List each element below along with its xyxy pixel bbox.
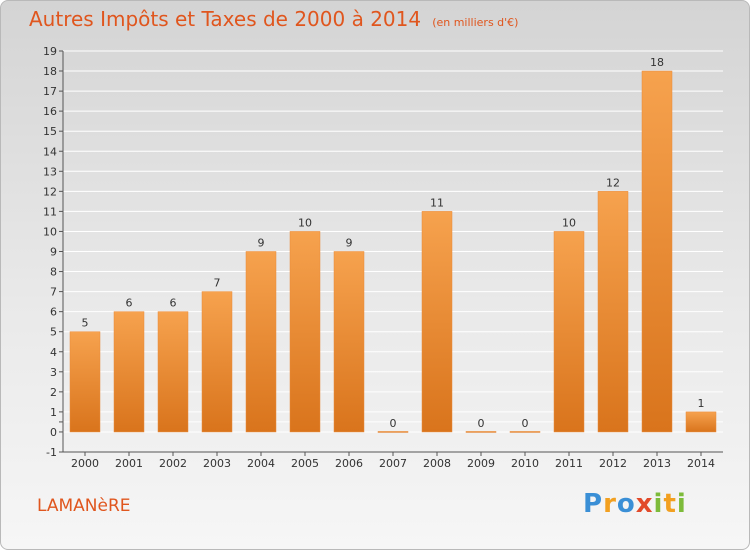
x-tick-label: 2005 (291, 457, 319, 470)
data-label: 1 (698, 397, 705, 410)
data-label: 6 (126, 297, 133, 310)
x-tick-label: 2006 (335, 457, 363, 470)
data-label: 0 (478, 417, 485, 430)
bar (69, 331, 101, 433)
x-tick-label: 2000 (71, 457, 99, 470)
x-tick-label: 2010 (511, 457, 539, 470)
bar (597, 191, 629, 433)
x-tick-label: 2004 (247, 457, 275, 470)
bar (641, 70, 673, 433)
bar (377, 431, 409, 433)
proxiti-logo: Proxiti (583, 489, 687, 519)
y-tick-label: 3 (50, 366, 57, 379)
y-tick-label: 2 (50, 386, 57, 399)
y-tick-label: 19 (43, 45, 57, 58)
y-tick-label: 13 (43, 165, 57, 178)
bar (465, 431, 497, 433)
bars (69, 70, 717, 433)
y-tick-label: 4 (50, 346, 57, 359)
y-tick-label: 1 (50, 406, 57, 419)
data-label: 9 (346, 237, 353, 250)
x-tick-label: 2012 (599, 457, 627, 470)
x-tick-label: 2007 (379, 457, 407, 470)
y-tick-label: 6 (50, 306, 57, 319)
logo-letter: o (616, 489, 636, 519)
data-label: 10 (562, 216, 576, 229)
y-tick-label: 0 (50, 426, 57, 439)
logo-letter: t (663, 489, 677, 519)
x-tick-label: 2011 (555, 457, 583, 470)
commune-name: LAMANèRE (37, 496, 131, 516)
x-tick-label: 2001 (115, 457, 143, 470)
bar (157, 311, 189, 433)
data-label: 11 (430, 196, 444, 209)
bar (201, 291, 233, 433)
logo-letter: r (603, 489, 617, 519)
bar (509, 431, 541, 433)
data-label: 0 (390, 417, 397, 430)
x-tick-label: 2003 (203, 457, 231, 470)
logo-letter: x (635, 489, 654, 519)
y-tick-label: 16 (43, 105, 57, 118)
data-label: 18 (650, 56, 664, 69)
data-label: 6 (170, 297, 177, 310)
y-tick-label: 8 (50, 266, 57, 279)
data-label: 0 (522, 417, 529, 430)
chart-title: Autres Impôts et Taxes de 2000 à 2014 (e… (29, 7, 518, 31)
bar (333, 251, 365, 433)
x-tick-label: 2002 (159, 457, 187, 470)
y-tick-label: 9 (50, 246, 57, 259)
data-label: 5 (82, 317, 89, 330)
data-label: 9 (258, 237, 265, 250)
bar (113, 311, 145, 433)
bar (421, 211, 453, 433)
y-tick-label: 18 (43, 65, 57, 78)
y-tick-label: 15 (43, 125, 57, 138)
data-label: 12 (606, 176, 620, 189)
y-tick-label: 10 (43, 225, 57, 238)
y-tick-label: 12 (43, 185, 57, 198)
y-tick-label: 11 (43, 205, 57, 218)
x-tick-label: 2009 (467, 457, 495, 470)
bar (685, 411, 717, 433)
chart-title-main: Autres Impôts et Taxes de 2000 à 2014 (29, 7, 422, 31)
data-label: 10 (298, 216, 312, 229)
logo-letter: i (676, 489, 687, 519)
x-tick-label: 2014 (687, 457, 715, 470)
chart-subtitle: (en milliers d'€) (432, 16, 519, 29)
bar (245, 251, 277, 433)
logo-letter: i (653, 489, 664, 519)
logo-letter: P (583, 489, 604, 519)
x-tick-label: 2013 (643, 457, 671, 470)
y-tick-label: -1 (46, 446, 57, 459)
labels: 5200062001620027200392004102005920060200… (71, 56, 715, 470)
y-tick-label: 7 (50, 286, 57, 299)
y-tick-label: 5 (50, 326, 57, 339)
x-tick-label: 2008 (423, 457, 451, 470)
y-tick-label: 14 (43, 145, 57, 158)
data-label: 7 (214, 277, 221, 290)
bar (553, 231, 585, 433)
y-tick-label: 17 (43, 85, 57, 98)
bar (289, 231, 321, 433)
